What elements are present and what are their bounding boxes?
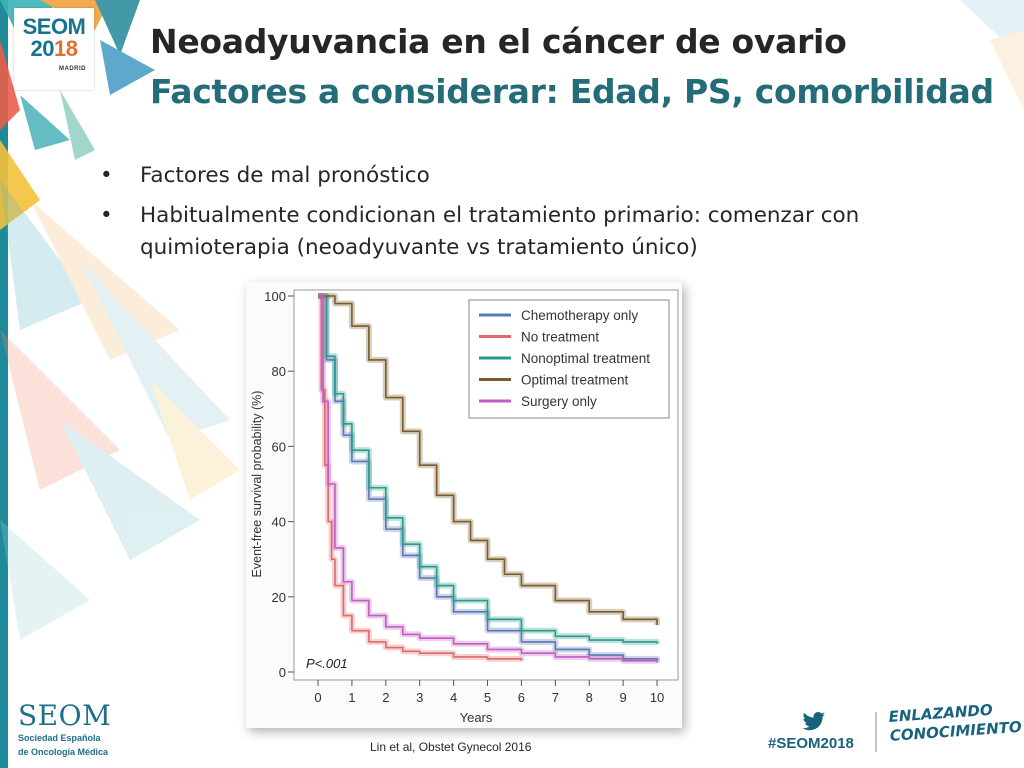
slide-subtitle: Factores a considerar: Edad, PS, comorbi… <box>150 72 994 111</box>
survival-chart: 0 20 40 60 80 100 0 1 2 3 4 5 6 7 8 9 10 Years Event-free … <box>250 289 679 725</box>
seom-footer-subtitle-1: Sociedad Española <box>18 733 101 743</box>
hashtag: #SEOM2018 <box>768 735 854 752</box>
logo-text-city: MADRID <box>59 66 86 72</box>
x-tick-label-1: 1 <box>348 690 355 705</box>
y-tick-label-80: 80 <box>272 364 286 379</box>
survival-chart-figure: 0 20 40 60 80 100 0 1 2 3 4 5 6 7 8 9 10 Years Event-free … <box>246 282 682 728</box>
footer-divider <box>875 712 877 752</box>
series-line-2 <box>318 295 523 661</box>
bullet-list: Factores de mal pronóstico Habitualmente… <box>100 160 980 272</box>
x-tick-label-5: 5 <box>484 690 491 705</box>
y-tick-label-0: 0 <box>279 665 286 680</box>
legend-label-5: Surgery only <box>521 394 597 409</box>
x-tick-label-7: 7 <box>552 690 559 705</box>
x-tick-label-9: 9 <box>620 690 627 705</box>
x-axis-label: Years <box>460 710 493 725</box>
logo-text-year: 2018 <box>30 36 78 61</box>
seom-footer-wordmark: SEOM <box>18 699 112 732</box>
series-line-3 <box>318 295 658 644</box>
citation: Lin et al, Obstet Gynecol 2016 <box>370 740 532 754</box>
bullet-item-2: Habitualmente condicionan el tratamiento… <box>100 200 980 264</box>
legend-label-1: Chemotherapy only <box>521 308 638 323</box>
series-line-5 <box>318 295 658 663</box>
series-line-4 <box>318 295 658 625</box>
x-tick-label-3: 3 <box>416 690 423 705</box>
left-edge-bar <box>0 0 8 768</box>
x-tick-label-10: 10 <box>650 690 664 705</box>
y-axis-label: Event-free survival probability (%) <box>250 391 264 578</box>
legend-label-2: No treatment <box>521 330 599 345</box>
twitter-bird-icon <box>802 712 825 731</box>
x-tick-label-0: 0 <box>314 690 321 705</box>
x-tick-label-4: 4 <box>450 690 457 705</box>
p-value-annotation: P<.001 <box>306 656 348 671</box>
slide-title: Neoadyuvancia en el cáncer de ovario <box>150 22 847 61</box>
legend-label-4: Optimal treatment <box>521 373 629 388</box>
y-tick-label-20: 20 <box>272 590 286 605</box>
seom-footer-subtitle-2: de Oncología Médica <box>18 747 109 757</box>
seom-footer-logo: SEOM Sociedad Española de Oncología Médi… <box>18 702 128 758</box>
legend-label-3: Nonoptimal treatment <box>521 351 650 366</box>
x-tick-label-2: 2 <box>382 690 389 705</box>
y-tick-label-40: 40 <box>272 515 286 530</box>
logo-text-seom: SEOM <box>22 14 86 39</box>
seom-2018-logo: SEOM 2018 MADRID <box>14 8 94 90</box>
y-tick-label-100: 100 <box>264 289 286 304</box>
y-tick-label-60: 60 <box>272 439 286 454</box>
x-tick-label-8: 8 <box>586 690 593 705</box>
x-tick-label-6: 6 <box>518 690 525 705</box>
bullet-item-1: Factores de mal pronóstico <box>100 160 980 192</box>
